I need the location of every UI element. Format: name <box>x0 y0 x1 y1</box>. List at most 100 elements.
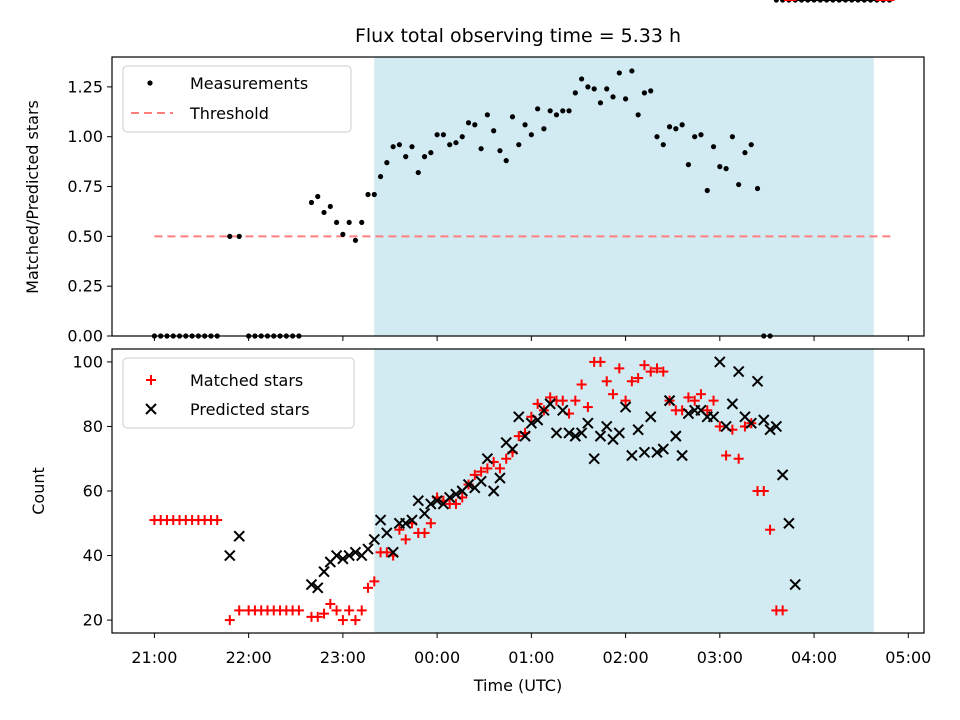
predicted-stars-point <box>758 414 770 426</box>
measurement-point <box>535 106 541 112</box>
measurement-point <box>478 146 484 152</box>
predicted-stars-point <box>651 446 663 458</box>
predicted-stars-point <box>233 530 245 542</box>
top-legend: Measurements Threshold <box>122 65 352 133</box>
bottom-matched-points <box>149 0 895 626</box>
matched-stars-point <box>765 524 776 535</box>
measurement-point <box>597 100 604 106</box>
measurement-point <box>384 160 390 166</box>
predicted-stars-point <box>462 478 475 491</box>
matched-stars-point <box>337 615 348 626</box>
chart-title: Flux total observing time = 5.33 h <box>355 25 681 47</box>
measurement-point <box>616 70 622 76</box>
measurement-point <box>227 233 233 239</box>
measurement-point <box>541 126 547 132</box>
matched-stars-point <box>450 498 461 509</box>
predicted-stars-point <box>575 427 588 439</box>
measurement-point <box>428 150 434 156</box>
measurement-point <box>377 173 384 180</box>
predicted-stars-point <box>632 423 644 436</box>
matched-stars-point <box>620 395 631 406</box>
matched-stars-point <box>212 515 223 526</box>
predicted-stars-point <box>475 475 487 488</box>
bottom-plot-frame <box>111 348 925 634</box>
measurement-point <box>579 76 585 82</box>
x-tick-label: 03:00 <box>697 648 743 667</box>
matched-stars-point <box>595 356 606 367</box>
predicted-stars-point <box>544 398 556 410</box>
matched-stars-point <box>419 527 430 538</box>
predicted-stars-point <box>312 582 324 594</box>
y-tick-label: 0.50 <box>67 227 103 246</box>
measurement-point <box>509 114 516 120</box>
matched-stars-point <box>614 363 625 374</box>
y-tick-label: 0.75 <box>67 177 103 196</box>
matched-stars-point <box>363 582 374 593</box>
matched-stars-point <box>608 389 619 400</box>
bottom-y-ticks: 20 40 60 80 100 <box>72 352 112 630</box>
measurement-point <box>622 96 629 102</box>
predicted-stars-point <box>481 453 494 465</box>
measurement-point <box>308 199 315 206</box>
predicted-stars-point <box>387 546 399 559</box>
predicted-stars-point <box>732 365 745 378</box>
matched-stars-point <box>234 605 245 616</box>
matched-stars-point <box>708 395 719 406</box>
observing-window-span <box>374 57 874 336</box>
measurement-point <box>396 142 403 148</box>
measurement-point <box>333 219 340 226</box>
top-shaded-span <box>374 57 874 336</box>
top-panel: 0.00 0.25 0.50 0.75 1.00 1.25 Matched/Predict… <box>23 0 925 346</box>
matched-stars-point <box>721 450 732 461</box>
measurement-point <box>742 150 748 156</box>
predicted-stars-point <box>224 549 236 562</box>
predicted-stars-point <box>619 401 632 413</box>
measurement-point <box>315 193 321 200</box>
top-plot-frame <box>111 56 925 337</box>
matched-stars-point <box>224 615 235 626</box>
measurement-point <box>560 108 566 114</box>
x-tick-label: 01:00 <box>508 648 554 667</box>
legend-predicted-marker <box>145 403 157 415</box>
predicted-stars-point <box>582 417 594 429</box>
measurement-point <box>465 120 472 126</box>
predicted-stars-point <box>525 417 538 429</box>
predicted-stars-point <box>494 472 506 484</box>
predicted-stars-point <box>563 427 575 439</box>
matched-stars-point <box>344 605 355 616</box>
measurement-point <box>604 86 610 92</box>
legend-measurements-label: Measurements <box>190 74 308 93</box>
predicted-stars-point <box>770 420 783 433</box>
predicted-stars-point <box>550 427 563 439</box>
matched-stars-point <box>733 453 744 464</box>
measurement-point <box>421 154 428 160</box>
predicted-stars-point <box>720 420 732 433</box>
matched-stars-point <box>702 405 713 416</box>
predicted-stars-point <box>305 578 318 591</box>
predicted-stars-point <box>764 423 776 436</box>
predicted-stars-point <box>638 446 651 458</box>
x-tick-label: 21:00 <box>131 648 177 667</box>
matched-stars-point <box>293 605 304 616</box>
predicted-stars-point <box>431 494 443 507</box>
predicted-stars-point <box>330 549 343 562</box>
measurement-point <box>685 162 692 168</box>
predicted-stars-point <box>406 514 418 526</box>
measurement-point <box>773 0 779 3</box>
x-axis-label: Time (UTC) <box>473 676 562 695</box>
predicted-stars-point <box>726 398 739 410</box>
bottom-x-ticks: 21:00 22:00 23:00 00:00 01:00 02:00 03:00 04:00… <box>131 633 931 667</box>
measurement-point <box>390 144 396 150</box>
measurement-point <box>736 181 742 188</box>
matched-stars-point <box>400 534 411 545</box>
x-tick-label: 02:00 <box>603 648 649 667</box>
predicted-stars-point <box>626 449 638 462</box>
predicted-stars-point <box>594 430 607 442</box>
measurement-point <box>484 112 490 118</box>
matched-stars-point <box>714 421 725 432</box>
matched-stars-point <box>469 469 480 480</box>
legend-predicted-label: Predicted stars <box>190 400 310 419</box>
predicted-stars-point <box>443 491 456 504</box>
measurement-point <box>453 140 459 146</box>
predicted-stars-point <box>745 417 757 429</box>
